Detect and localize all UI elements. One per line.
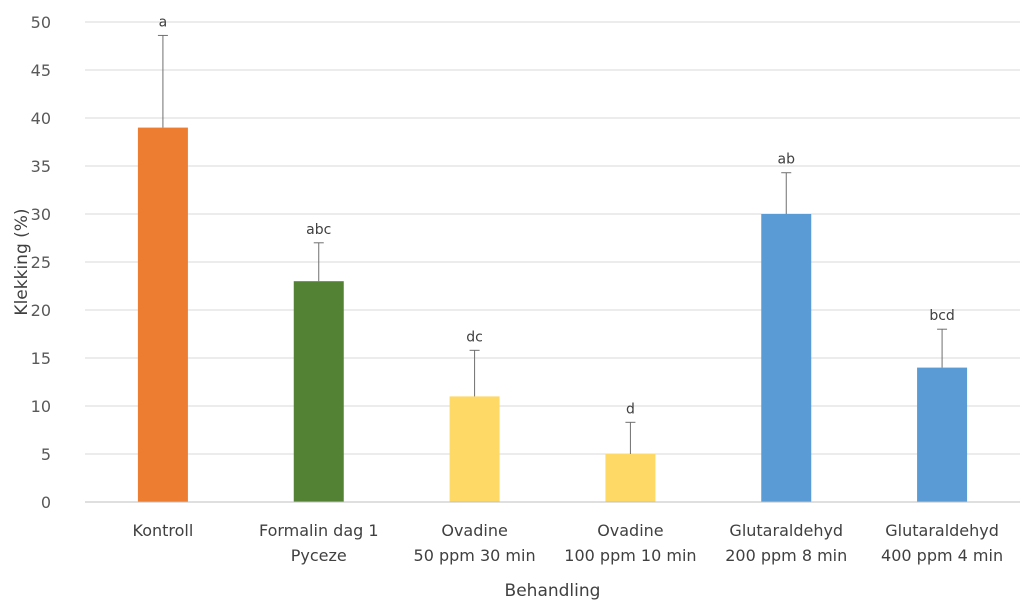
y-tick-label-40: 40 (31, 109, 51, 128)
error-bar-4 (781, 172, 792, 214)
error-bars (157, 34, 948, 454)
bar-4 (761, 214, 812, 502)
category-label-4-0: Glutaraldehyd (729, 521, 843, 540)
bar-1 (293, 281, 344, 502)
gridlines (85, 21, 1020, 455)
category-label-1-1: Pyceze (291, 546, 347, 565)
y-tick-label-5: 5 (41, 445, 51, 464)
error-bar-1 (313, 242, 324, 282)
category-label-3-1: 100 ppm 10 min (564, 546, 696, 565)
significance-label-1: abc (306, 222, 331, 238)
error-bar-3 (625, 421, 636, 454)
category-label-3-0: Ovadine (597, 521, 663, 540)
category-label-4-1: 200 ppm 8 min (725, 546, 847, 565)
bar-0 (137, 127, 188, 502)
category-label-0-0: Kontroll (133, 521, 194, 540)
y-tick-label-10: 10 (31, 397, 51, 416)
significance-label-3: d (626, 401, 635, 417)
significance-label-5: bcd (929, 308, 954, 324)
y-axis-ticks: 0 5 10 15 20 25 30 35 40 45 50 (31, 13, 51, 512)
y-axis-title: Klekking (%) (12, 208, 32, 315)
y-tick-label-25: 25 (31, 253, 51, 272)
error-bar-0 (157, 34, 168, 128)
category-label-1-0: Formalin dag 1 (259, 521, 379, 540)
bar-2 (449, 396, 500, 502)
x-axis-title: Behandling (505, 581, 601, 601)
y-tick-label-45: 45 (31, 61, 51, 80)
x-axis-categories: Kontroll Formalin dag 1 Pyceze Ovadine 50 pp… (133, 521, 1004, 565)
y-tick-label-50: 50 (31, 13, 51, 32)
category-label-2-0: Ovadine (441, 521, 507, 540)
y-tick-label-0: 0 (41, 493, 51, 512)
category-label-2-1: 50 ppm 30 min (414, 546, 536, 565)
y-tick-label-15: 15 (31, 349, 51, 368)
category-label-5-1: 400 ppm 4 min (881, 546, 1003, 565)
error-bar-5 (937, 328, 948, 368)
significance-label-2: dc (466, 329, 483, 345)
significance-labels: a abc dc d ab bcd (159, 14, 955, 417)
bar-5 (917, 367, 968, 502)
bar-3 (605, 454, 656, 502)
y-tick-label-20: 20 (31, 301, 51, 320)
significance-label-4: ab (778, 152, 796, 168)
significance-label-0: a (159, 14, 168, 30)
category-label-5-0: Glutaraldehyd (885, 521, 999, 540)
error-bar-2 (469, 349, 480, 397)
bars (137, 127, 968, 502)
y-tick-label-35: 35 (31, 157, 51, 176)
y-tick-label-30: 30 (31, 205, 51, 224)
